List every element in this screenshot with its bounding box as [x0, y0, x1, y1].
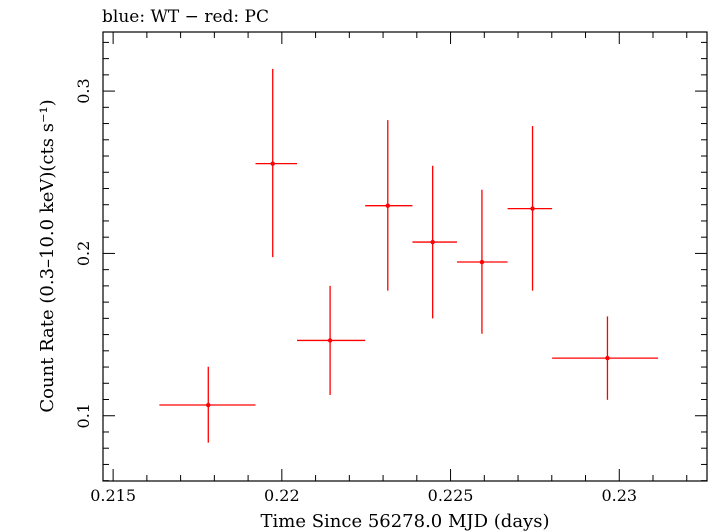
x-axis-label: Time Since 56278.0 MJD (days)	[260, 511, 549, 532]
y-axis-label: Count Rate (0.3–10.0 keV)(cts s⁻¹)	[37, 99, 58, 412]
data-point	[327, 338, 333, 343]
data-point	[206, 402, 211, 408]
x-tick-label: 0.225	[428, 486, 474, 505]
plot-frame	[102, 31, 708, 482]
y-tick-label: 0.3	[74, 78, 93, 103]
data-point	[605, 355, 610, 361]
y-axis: 0.1 0.2 0.3	[74, 41, 707, 482]
y-tick-label: 0.1	[74, 403, 93, 428]
data-point	[270, 161, 275, 166]
x-tick-label: 0.23	[601, 486, 637, 505]
chart-title: blue: WT − red: PC	[102, 7, 269, 27]
y-tick-label: 0.2	[74, 241, 93, 266]
x-axis: 0.215 0.22 0.225 0.23	[90, 32, 688, 505]
data-point	[530, 206, 535, 211]
data-point	[479, 259, 485, 265]
data-point	[430, 239, 435, 245]
x-tick-label: 0.215	[90, 486, 136, 505]
x-tick-label: 0.22	[264, 486, 300, 505]
data-series-pc	[159, 68, 659, 443]
data-point	[385, 203, 390, 208]
